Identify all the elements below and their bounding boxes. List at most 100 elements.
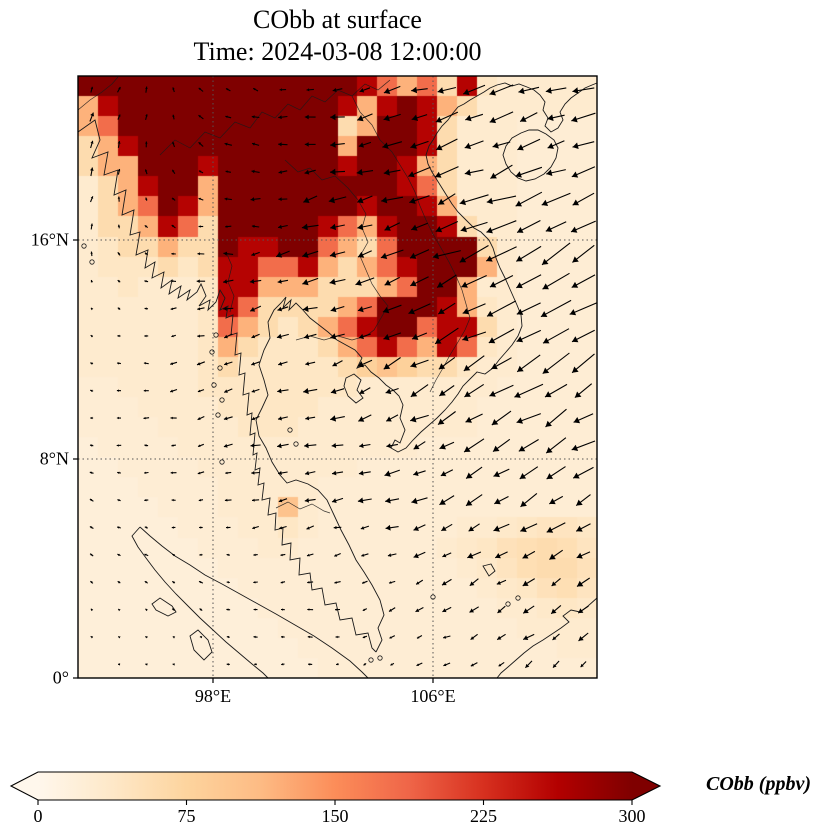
wind-arrow-head [490,172,497,179]
wind-arrow-head [468,526,475,532]
wind-arrow-head [495,553,501,559]
wind-arrow-head [226,526,229,529]
country-border [225,251,235,313]
wind-arrow-head [357,251,365,258]
wind-arrow-head [118,114,121,117]
wind-arrow-head [517,365,524,372]
wind-arrow-head [277,306,283,312]
wind-arrow-head [226,635,230,639]
wind-arrow-head [549,553,556,560]
wind-arrow-head [253,553,256,557]
wind-arrow-head [571,444,579,451]
wind-arrow-head [545,87,552,94]
wind-arrow-head [224,361,228,366]
wind-arrow-head [303,197,310,203]
wind-arrow-head [416,663,420,666]
wind-arrow-head [489,281,497,288]
wind-arrow-head [516,282,523,289]
wind-arrow-head [516,336,524,343]
wind-arrow-head [439,498,446,505]
wind-arrow-head [525,663,530,668]
wind-arrow-head [251,334,256,339]
wind-arrow-head [90,112,95,117]
wind-arrow-head [172,608,175,611]
wind-arrow-head [410,142,417,149]
wind-arrow-head [522,553,529,559]
wind-arrow-head [467,552,474,559]
wind-arrow-head [358,142,364,148]
wind-arrow-head [276,251,283,258]
wind-arrow-head [466,472,473,479]
wind-arrow-head [333,525,337,530]
wind-arrow-head [144,280,147,283]
wind-arrow-head [332,87,337,93]
wind-arrow-head [336,663,339,666]
wind-arrow-head [117,553,120,557]
wind-arrow-head [116,416,119,420]
wind-arrow-head [226,553,229,557]
wind-arrow-head [491,363,498,370]
wind-arrow-head [305,416,310,421]
wind-arrow-head [357,197,364,204]
wind-arrow-head [301,223,308,231]
chart-title: CObb at surface [253,5,422,34]
wind-arrow [540,299,572,318]
wind-arrow-head [199,553,202,556]
wind-arrow-head [489,89,496,96]
wind-arrow-head [440,471,447,477]
wind-arrow-head [171,280,174,283]
wind-arrow-head [277,388,282,394]
wind-arrow-head [408,171,415,178]
wind-arrow-head [90,581,93,584]
wind-arrow-head [486,227,493,234]
wind-arrow-head [438,363,446,370]
country-border [77,76,119,111]
island [287,427,293,433]
wind-arrow-head [145,608,148,612]
wind-arrow-head [382,306,390,314]
wind-arrow-head [198,197,201,201]
wind-arrow-head [435,171,442,178]
wind-arrow-head [197,471,201,475]
wind-arrow-head [411,86,418,94]
wind-arrow-head [253,581,256,584]
wind-arrow-head [546,473,554,479]
wind-arrow-head [491,419,499,425]
wind-arrow-head [278,197,282,202]
wind-arrow-head [278,170,283,174]
wind-arrow-head [389,608,393,612]
colorbar-tick-label: 225 [470,806,497,826]
wind-arrow-head [116,389,119,392]
wind-arrow-head [251,252,255,257]
wind-arrow-head [144,471,147,474]
coastline [482,563,496,577]
wind-arrow-head [198,498,202,502]
wind-arrow-head [497,608,502,613]
wind-arrow-head [380,252,388,260]
wind-arrow-head [553,663,557,668]
wind-arrow-head [571,116,578,123]
wind-arrow-head [486,255,493,262]
wind-arrow-head [89,526,93,529]
wind-arrow-head [304,442,309,449]
wind-arrow-head [144,581,148,584]
wind-arrow-head [90,416,93,420]
island [215,412,221,418]
x-tick-label: 106°E [410,686,456,706]
wind-arrow-head [172,114,175,117]
wind-arrow-head [383,363,391,370]
wind-arrow-head [199,581,202,584]
coastline [139,526,369,679]
wind-arrow-head [551,608,557,614]
wind-arrow-head [172,554,175,557]
colorbar-tick-label: 300 [618,806,646,826]
wind-arrow-head [252,142,255,146]
wind-arrow-head [435,116,443,123]
wind-arrow-head [386,443,391,449]
island [515,595,521,601]
wind-arrow-head [545,225,553,232]
wind-arrow-head [435,337,442,344]
wind-arrow-head [144,252,148,255]
wind-arrow-head [306,526,310,530]
wind-arrow-head [469,581,475,586]
